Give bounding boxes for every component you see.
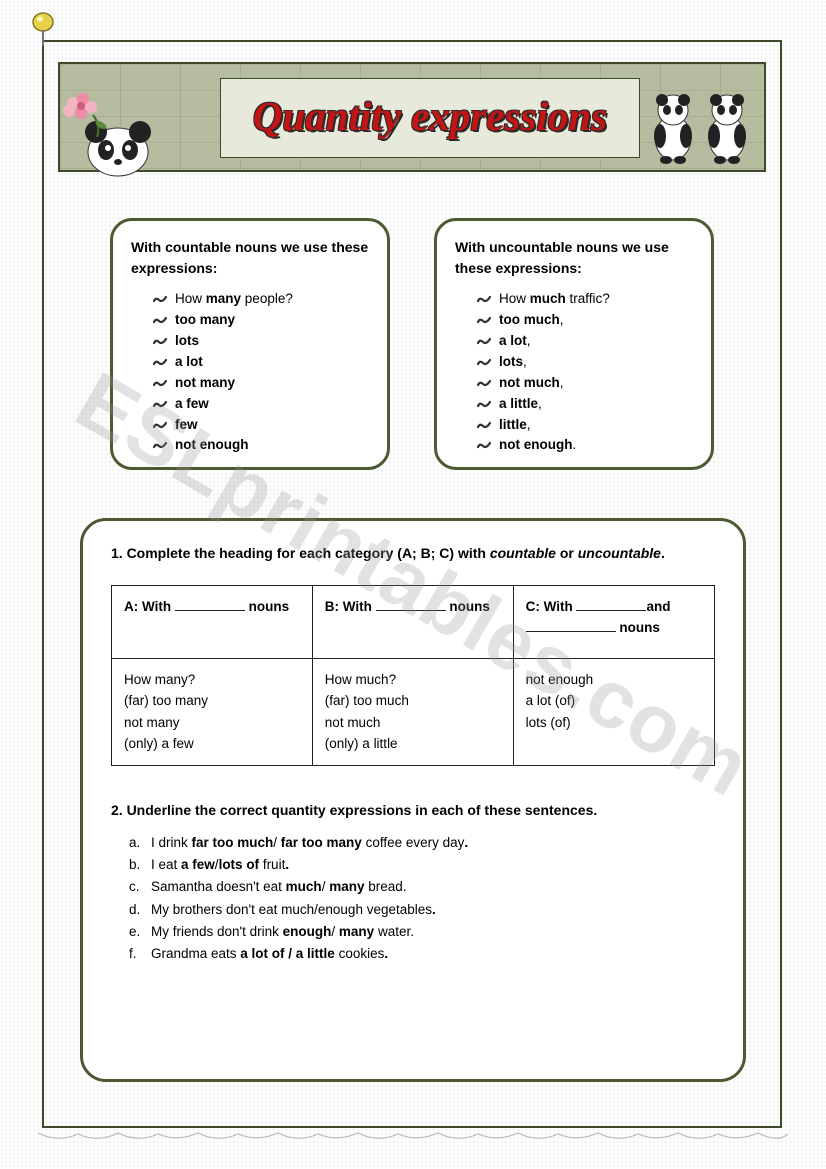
uncountable-heading: With uncountable nouns we use these expr… (455, 237, 693, 279)
rule-item: a little, (477, 394, 693, 415)
rule-item: a lot, (477, 331, 693, 352)
blank-c1[interactable] (576, 598, 646, 611)
uncountable-list: How much traffic?too much,a lot,lots,not… (455, 289, 693, 456)
blank-c2[interactable] (526, 619, 616, 632)
countable-heading: With countable nouns we use these expres… (131, 237, 369, 279)
table-cell-a: How many?(far) too manynot many(only) a … (112, 658, 313, 765)
exercise2-list: a.I drink far too much/ far too many cof… (111, 832, 715, 966)
blank-a[interactable] (175, 598, 245, 611)
rule-item: little, (477, 415, 693, 436)
ex1-ital2: uncountable (578, 545, 661, 561)
countable-box: With countable nouns we use these expres… (110, 218, 390, 470)
countable-list: How many people?too manylotsa lotnot man… (131, 289, 369, 456)
rule-item: too many (153, 310, 369, 331)
rule-item: not enough (153, 435, 369, 456)
exercise1-instruction: 1. Complete the heading for each categor… (111, 543, 715, 565)
table-cell-c: not enougha lot (of)lots (of) (513, 658, 714, 765)
exercise2-item: a.I drink far too much/ far too many cof… (129, 832, 715, 854)
uncountable-box: With uncountable nouns we use these expr… (434, 218, 714, 470)
worksheet-page: ESLprintables.com Quantity expressions (0, 0, 826, 1169)
exercise2-item: d. My brothers don't eat much/enough veg… (129, 899, 715, 921)
rule-item: lots, (477, 352, 693, 373)
rule-item: not many (153, 373, 369, 394)
exercise2-instruction: 2. Underline the correct quantity expres… (111, 800, 715, 822)
exercise1-table: A: With nouns B: With nouns C: With and … (111, 585, 715, 766)
table-header-a: A: With nouns (112, 585, 313, 658)
torn-edge-icon (38, 1129, 788, 1147)
ex1-ital1: countable (490, 545, 556, 561)
exercise2-item: f.Grandma eats a lot of / a little cooki… (129, 943, 715, 965)
table-header-c: C: With and nouns (513, 585, 714, 658)
rule-item: few (153, 415, 369, 436)
exercise2-item: e.My friends don't drink enough/ many wa… (129, 921, 715, 943)
title-box: Quantity expressions (220, 78, 640, 158)
ex1-mid: or (556, 545, 578, 561)
exercise2: 2. Underline the correct quantity expres… (111, 800, 715, 965)
page-title: Quantity expressions (253, 92, 607, 140)
exercise2-item: b.I eat a few/lots of fruit. (129, 854, 715, 876)
exercise2-item: c.Samantha doesn't eat much/ many bread. (129, 876, 715, 898)
panda-flower-icon (58, 88, 168, 178)
exercise-box: 1. Complete the heading for each categor… (80, 518, 746, 1082)
table-cell-b: How much?(far) too muchnot much(only) a … (312, 658, 513, 765)
rule-item: lots (153, 331, 369, 352)
rule-item: a lot (153, 352, 369, 373)
table-header-b: B: With nouns (312, 585, 513, 658)
rule-item: How many people? (153, 289, 369, 310)
blank-b[interactable] (376, 598, 446, 611)
rule-item: not much, (477, 373, 693, 394)
panda-pair-icon (640, 78, 760, 170)
ex1-post: . (661, 545, 665, 561)
rule-item: not enough. (477, 435, 693, 456)
rule-item: a few (153, 394, 369, 415)
rule-item: How much traffic? (477, 289, 693, 310)
pushpin-icon (28, 12, 58, 50)
ex1-text: 1. Complete the heading for each categor… (111, 545, 490, 561)
rule-item: too much, (477, 310, 693, 331)
